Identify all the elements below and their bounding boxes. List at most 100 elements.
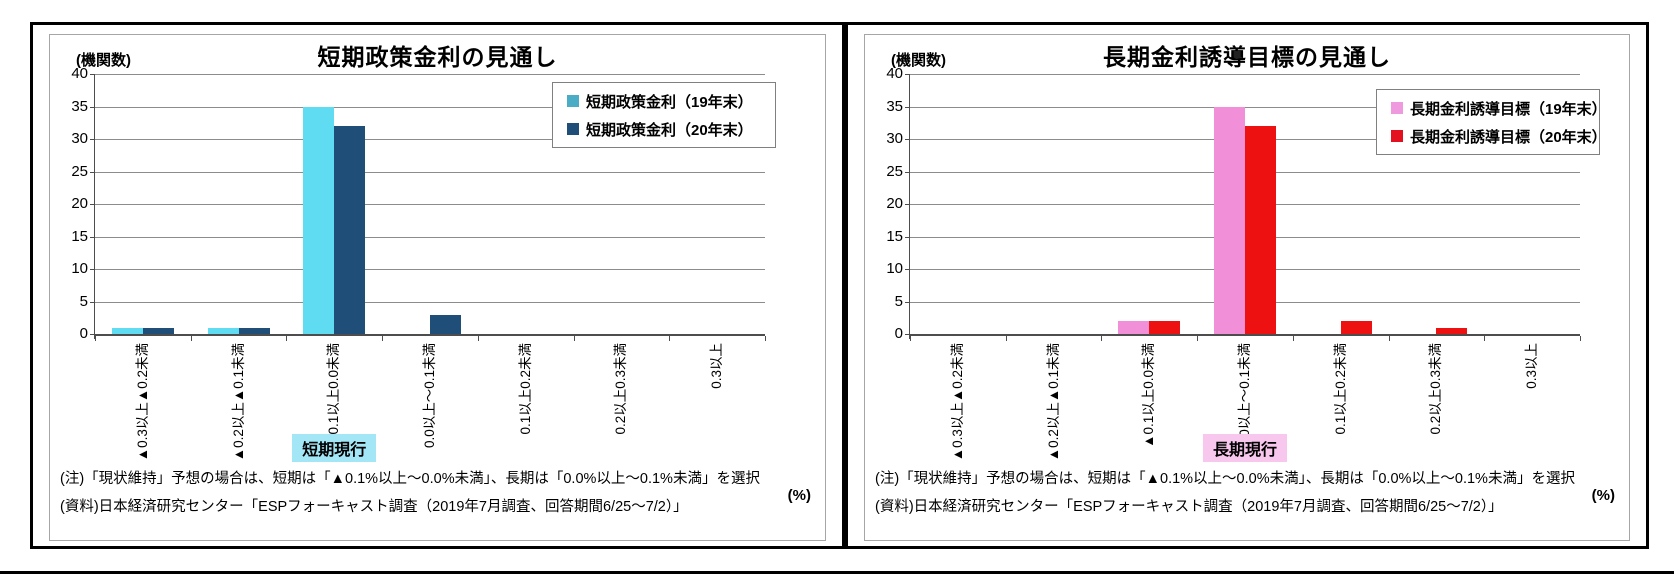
y-tick-label: 15 — [71, 227, 88, 245]
y-tick-label: 20 — [886, 195, 903, 212]
gridline — [95, 106, 765, 108]
y-axis-tick — [90, 74, 95, 75]
y-tick-label: 35 — [886, 97, 903, 115]
y-tick-label: 15 — [886, 227, 903, 245]
x-axis-tick — [765, 336, 766, 341]
bar — [207, 327, 239, 334]
chart-title: 短期政策金利の見通し — [317, 44, 558, 70]
legend: 短期政策金利（19年末） 短期政策金利（20年末） — [552, 82, 776, 148]
legend-swatch — [567, 123, 579, 135]
gridline — [95, 236, 765, 238]
y-axis-line — [909, 74, 910, 339]
gridline — [910, 74, 1580, 75]
x-axis-tick — [477, 336, 479, 341]
bar — [1118, 321, 1150, 334]
y-tick-label: 35 — [71, 97, 88, 115]
y-axis-tick — [905, 106, 910, 108]
bar — [303, 106, 335, 334]
bar — [1214, 106, 1245, 334]
bottom-border-line — [0, 571, 1674, 574]
y-tick-label: 25 — [71, 162, 88, 180]
x-axis-tick — [1484, 336, 1486, 341]
current-policy-badge: 短期現行 — [292, 434, 377, 462]
x-axis-tick — [1101, 336, 1103, 341]
y-axis-tick — [905, 139, 910, 140]
y-axis-tick — [90, 269, 95, 270]
y-axis-tick — [905, 334, 910, 335]
x-axis-tick — [382, 336, 384, 341]
x-axis-line — [910, 334, 1580, 336]
y-axis-unit-label: (機関数) — [76, 52, 131, 69]
x-axis-line — [95, 334, 765, 336]
current-policy-badge: 長期現行 — [1202, 434, 1288, 462]
legend-label: 長期金利誘導目標（19年末） — [1410, 100, 1607, 118]
y-tick-label: 10 — [71, 260, 88, 277]
x-axis-tick — [669, 336, 671, 341]
x-axis-tick — [1580, 336, 1581, 341]
bar — [334, 126, 366, 334]
legend-item: 短期政策金利（20年末） — [567, 119, 775, 140]
gridline — [910, 106, 1580, 108]
x-axis-tick — [190, 336, 192, 341]
bar — [1340, 321, 1372, 334]
y-tick-label: 20 — [71, 195, 88, 212]
y-axis-tick — [90, 139, 95, 140]
legend-label: 長期金利誘導目標（20年末） — [1410, 128, 1607, 146]
y-tick-label: 25 — [886, 162, 903, 180]
note-line: (資料)日本経済研究センター「ESPフォーキャスト調査（2019年7月調査、回答… — [875, 499, 1503, 515]
y-axis-tick — [905, 171, 910, 173]
y-tick-label: 30 — [886, 130, 903, 147]
bar — [238, 327, 270, 334]
x-axis-unit-label: (%) — [787, 487, 811, 504]
gridline — [95, 171, 765, 173]
y-axis-tick — [905, 74, 910, 75]
chart-area: 短期政策金利の見通し (機関数) (%) 0 5 10 15 20 25 30 35 40 ▲0.3以上… — [49, 34, 826, 541]
y-tick-label: 0 — [894, 325, 903, 342]
y-axis-tick — [90, 106, 95, 108]
panel-short-term-chart: 短期政策金利の見通し (機関数) (%) 0 5 10 15 20 25 30 35 40 ▲0.3以上… — [30, 22, 845, 549]
x-axis-tick — [1388, 336, 1390, 341]
bar — [1149, 321, 1181, 334]
y-axis-tick — [905, 269, 910, 270]
legend-label: 短期政策金利（20年末） — [586, 121, 753, 139]
y-axis-tick — [90, 204, 95, 205]
x-axis-tick — [95, 336, 96, 341]
legend-swatch — [567, 95, 579, 107]
chart-title: 長期金利誘導目標の見通し — [1103, 44, 1391, 70]
chart-area: 長期金利誘導目標の見通し (機関数) (%) 0 5 10 15 20 25 30 35 40 ▲0.3… — [864, 34, 1630, 541]
legend: 長期金利誘導目標（19年末） 長期金利誘導目標（20年末） — [1376, 89, 1607, 155]
x-axis-tick — [1197, 336, 1199, 341]
y-axis-tick — [90, 236, 95, 238]
y-axis-line — [94, 74, 95, 339]
note-line: (注)「現状維持」予想の場合は、短期は「▲0.1%以上～0.0%未満」、長期は「… — [60, 471, 760, 487]
y-tick-label: 0 — [79, 325, 88, 342]
gridline — [95, 301, 765, 303]
y-axis-unit-label: (機関数) — [891, 52, 946, 69]
x-axis-tick — [573, 336, 575, 341]
x-axis-unit-label: (%) — [1591, 487, 1615, 504]
x-axis-tick — [1005, 336, 1007, 341]
legend-swatch — [1391, 130, 1403, 142]
panel-long-term-chart: 長期金利誘導目標の見通し (機関数) (%) 0 5 10 15 20 25 30 35 40 ▲0.3… — [845, 22, 1649, 549]
y-tick-label: 40 — [886, 65, 903, 82]
gridline — [95, 74, 765, 75]
y-axis-tick — [905, 236, 910, 238]
note-line: (資料)日本経済研究センター「ESPフォーキャスト調査（2019年7月調査、回答… — [60, 499, 688, 515]
gridline — [95, 139, 765, 140]
bar — [430, 314, 461, 334]
y-axis-tick — [905, 204, 910, 205]
legend-label: 短期政策金利（19年末） — [586, 93, 753, 111]
legend-item: 長期金利誘導目標（20年末） — [1391, 126, 1607, 147]
y-axis-tick — [90, 334, 95, 335]
y-axis-tick — [90, 301, 95, 303]
y-axis-tick — [905, 301, 910, 303]
legend-swatch — [1391, 102, 1403, 114]
y-tick-label: 5 — [894, 292, 903, 310]
y-tick-label: 10 — [886, 260, 903, 277]
x-axis-tick — [910, 336, 911, 341]
y-axis-tick — [90, 171, 95, 173]
bar — [1436, 327, 1468, 334]
legend-item: 長期金利誘導目標（19年末） — [1391, 98, 1607, 119]
y-tick-label: 30 — [71, 130, 88, 147]
